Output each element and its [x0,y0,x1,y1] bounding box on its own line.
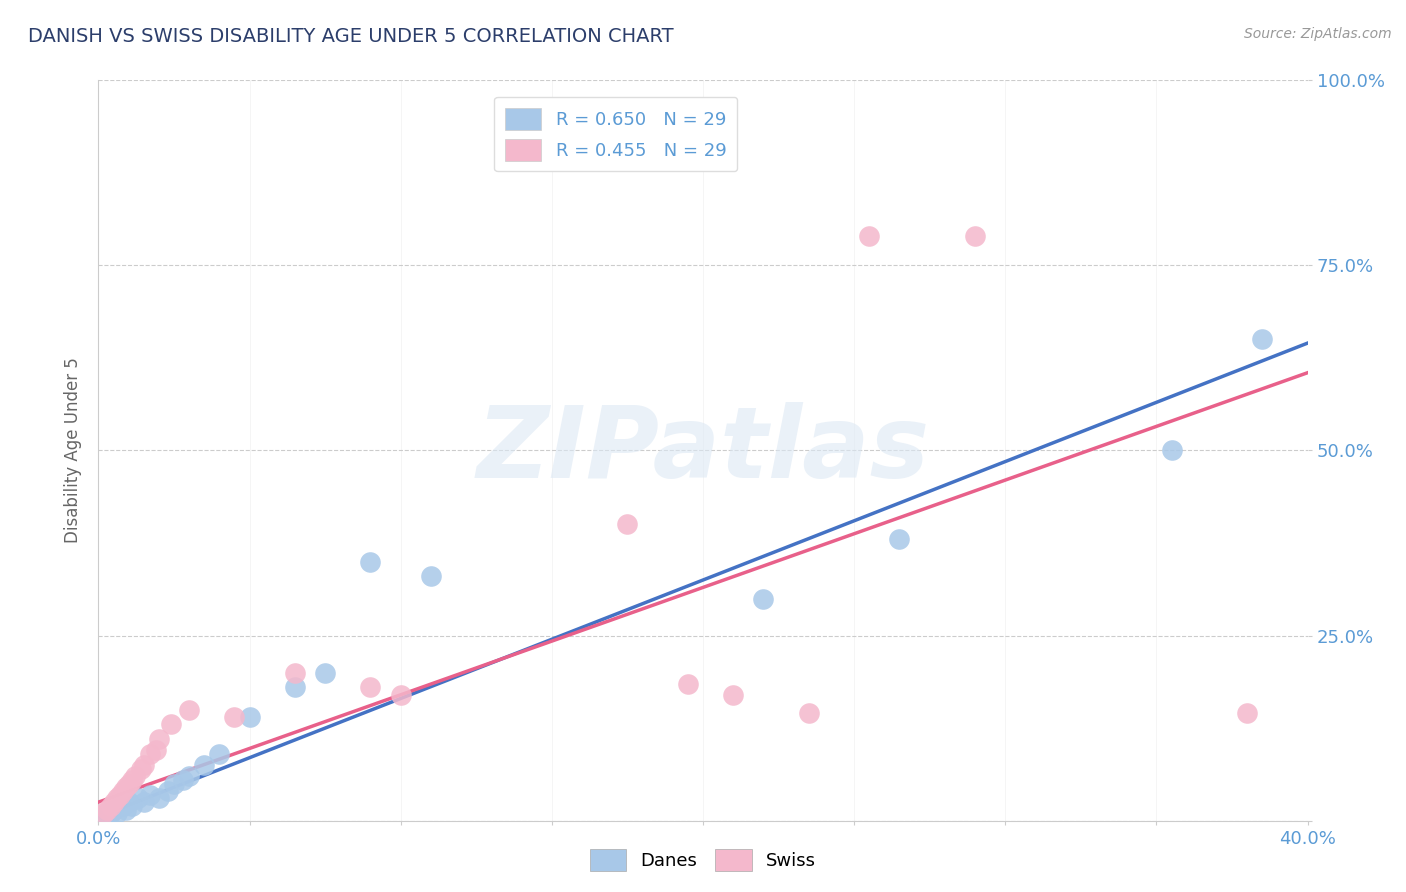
Point [284,665,307,680]
Point [156,784,179,798]
Point [208,747,231,761]
Point [389,688,412,702]
Point [179,703,201,717]
Point [96,806,118,821]
Point [93,806,115,821]
Point [111,784,134,798]
Point [118,795,141,809]
Point [224,710,246,724]
Y-axis label: Disability Age Under 5: Disability Age Under 5 [63,358,82,543]
Point [360,555,382,569]
Point [1160,443,1182,458]
Point [121,772,143,787]
Text: Source: ZipAtlas.com: Source: ZipAtlas.com [1244,27,1392,41]
Legend: R = 0.650   N = 29, R = 0.455   N = 29: R = 0.650 N = 29, R = 0.455 N = 29 [495,96,737,171]
Point [96,803,118,817]
Point [284,681,307,695]
Point [114,780,136,795]
Point [111,798,134,813]
Point [145,743,167,757]
Text: ZIPatlas: ZIPatlas [477,402,929,499]
Point [139,747,162,761]
Legend: Danes, Swiss: Danes, Swiss [582,842,824,879]
Point [129,762,152,776]
Point [965,228,987,243]
Point [163,776,186,791]
Point [108,788,131,802]
Point [193,758,215,772]
Point [127,791,149,805]
Point [676,676,699,690]
Point [723,688,745,702]
Point [105,806,128,821]
Point [420,569,443,583]
Point [118,776,141,791]
Point [148,791,170,805]
Text: DANISH VS SWISS DISABILITY AGE UNDER 5 CORRELATION CHART: DANISH VS SWISS DISABILITY AGE UNDER 5 C… [28,27,673,45]
Point [93,810,115,824]
Point [148,732,170,747]
Point [108,798,131,813]
Point [105,791,128,805]
Point [797,706,820,721]
Point [360,681,382,695]
Point [121,798,143,813]
Point [160,717,183,731]
Point [100,798,122,813]
Point [889,533,911,547]
Point [103,803,125,817]
Point [132,795,155,809]
Point [858,228,880,243]
Point [1236,706,1258,721]
Point [103,795,125,809]
Point [132,758,155,772]
Point [1251,333,1274,347]
Point [172,772,194,787]
Point [179,769,201,783]
Point [100,806,122,821]
Point [752,591,775,606]
Point [616,517,638,532]
Point [314,665,336,680]
Point [114,803,136,817]
Point [239,710,262,724]
Point [124,769,146,783]
Point [139,788,162,802]
